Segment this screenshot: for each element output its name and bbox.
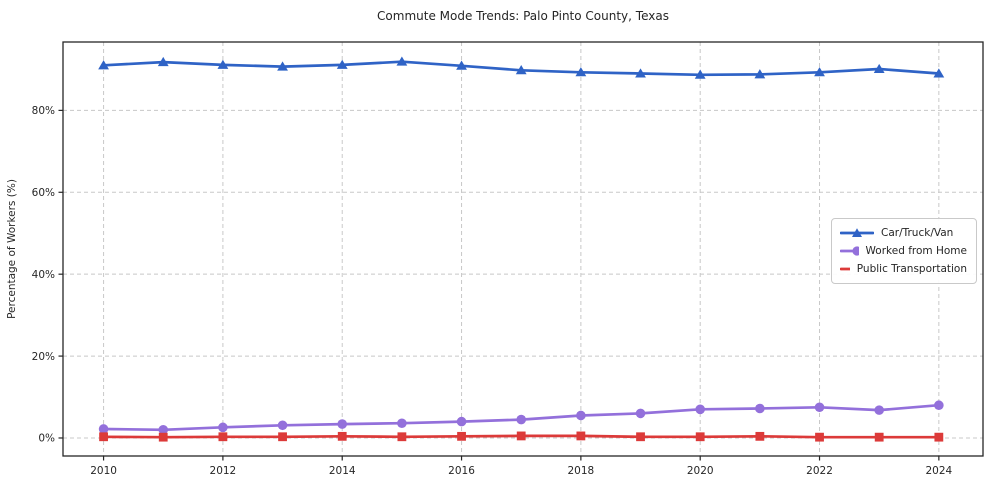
chart-legend: Car/Truck/Van Worked from Home Public Tran… bbox=[831, 218, 977, 284]
y-tick-label: 80% bbox=[32, 105, 55, 117]
data-point-marker bbox=[575, 67, 587, 77]
data-point-marker bbox=[98, 60, 109, 70]
data-point-marker bbox=[158, 424, 169, 435]
x-tick-label: 2012 bbox=[210, 465, 237, 477]
data-point-marker bbox=[516, 414, 527, 425]
y-axis-label: Percentage of Workers (%) bbox=[6, 179, 18, 319]
data-point-marker bbox=[397, 432, 407, 442]
x-tick-label: 2022 bbox=[806, 465, 833, 477]
data-point-marker bbox=[456, 60, 467, 70]
data-point-marker bbox=[635, 68, 646, 78]
data-point-marker bbox=[934, 432, 944, 442]
data-point-marker bbox=[157, 56, 169, 67]
legend-label: Public Transportation bbox=[856, 263, 967, 275]
data-point-marker bbox=[337, 431, 347, 441]
data-point-marker bbox=[277, 420, 288, 431]
data-point-marker bbox=[396, 56, 408, 66]
data-point-marker bbox=[576, 431, 586, 441]
data-point-marker bbox=[635, 408, 646, 419]
data-point-marker bbox=[456, 416, 467, 427]
data-point-marker bbox=[934, 400, 944, 411]
data-point-marker bbox=[217, 59, 229, 69]
data-point-marker bbox=[277, 61, 288, 71]
data-point-marker bbox=[874, 432, 884, 442]
data-point-marker bbox=[397, 418, 407, 429]
triangle-marker-legend-swatch bbox=[840, 228, 874, 237]
data-point-marker bbox=[516, 431, 526, 441]
legend-label: Car/Truck/Van bbox=[881, 227, 954, 239]
data-point-marker bbox=[98, 424, 109, 434]
axis-layer: 2010 2012 2014 2016 2018 2020 2022 2024 0% 20% 40%… bbox=[32, 41, 984, 477]
y-tick-label: 20% bbox=[32, 351, 55, 363]
legend-item-car-truck-van: Car/Truck/Van bbox=[840, 226, 967, 240]
circle-marker-legend-swatch bbox=[840, 246, 859, 256]
y-tick-label: 0% bbox=[38, 433, 55, 445]
x-tick-label: 2018 bbox=[568, 465, 595, 477]
data-point-marker bbox=[755, 431, 765, 441]
data-point-marker bbox=[218, 422, 228, 433]
chart-title: Commute Mode Trends: Palo Pinto County, … bbox=[377, 9, 669, 23]
legend-label: Worked from Home bbox=[865, 245, 967, 257]
data-point-marker bbox=[754, 69, 766, 79]
series-layer bbox=[98, 56, 945, 442]
y-tick-label: 40% bbox=[32, 269, 55, 281]
legend-marker bbox=[852, 246, 859, 256]
data-point-marker bbox=[218, 432, 228, 442]
data-point-marker bbox=[336, 59, 348, 69]
data-point-marker bbox=[695, 432, 705, 442]
data-point-marker bbox=[99, 432, 108, 442]
y-tick-label: 60% bbox=[32, 187, 55, 199]
data-point-marker bbox=[278, 432, 287, 442]
legend-item-worked-from-home: Worked from Home bbox=[840, 244, 967, 258]
square-marker-legend-swatch bbox=[840, 267, 850, 271]
data-point-marker bbox=[755, 403, 765, 414]
legend-marker bbox=[852, 228, 862, 237]
data-point-marker bbox=[814, 402, 825, 413]
data-point-marker bbox=[874, 405, 884, 415]
data-point-marker bbox=[576, 410, 586, 421]
x-tick-label: 2020 bbox=[687, 465, 714, 477]
data-point-marker bbox=[814, 67, 825, 77]
data-point-marker bbox=[695, 404, 705, 415]
data-point-marker bbox=[636, 432, 645, 442]
data-point-marker bbox=[337, 419, 348, 429]
x-tick-label: 2014 bbox=[329, 465, 356, 477]
data-point-marker bbox=[457, 431, 466, 441]
data-point-marker bbox=[515, 65, 527, 75]
x-tick-label: 2016 bbox=[448, 465, 475, 477]
x-tick-label: 2024 bbox=[925, 465, 952, 477]
data-point-marker bbox=[694, 69, 706, 79]
x-tick-label: 2010 bbox=[90, 465, 117, 477]
data-point-marker bbox=[873, 63, 885, 74]
data-point-marker bbox=[815, 432, 824, 442]
data-point-marker bbox=[933, 68, 945, 78]
data-point-marker bbox=[158, 432, 168, 442]
plot-frame bbox=[62, 41, 984, 457]
legend-item-public-transportation: Public Transportation bbox=[840, 262, 967, 276]
